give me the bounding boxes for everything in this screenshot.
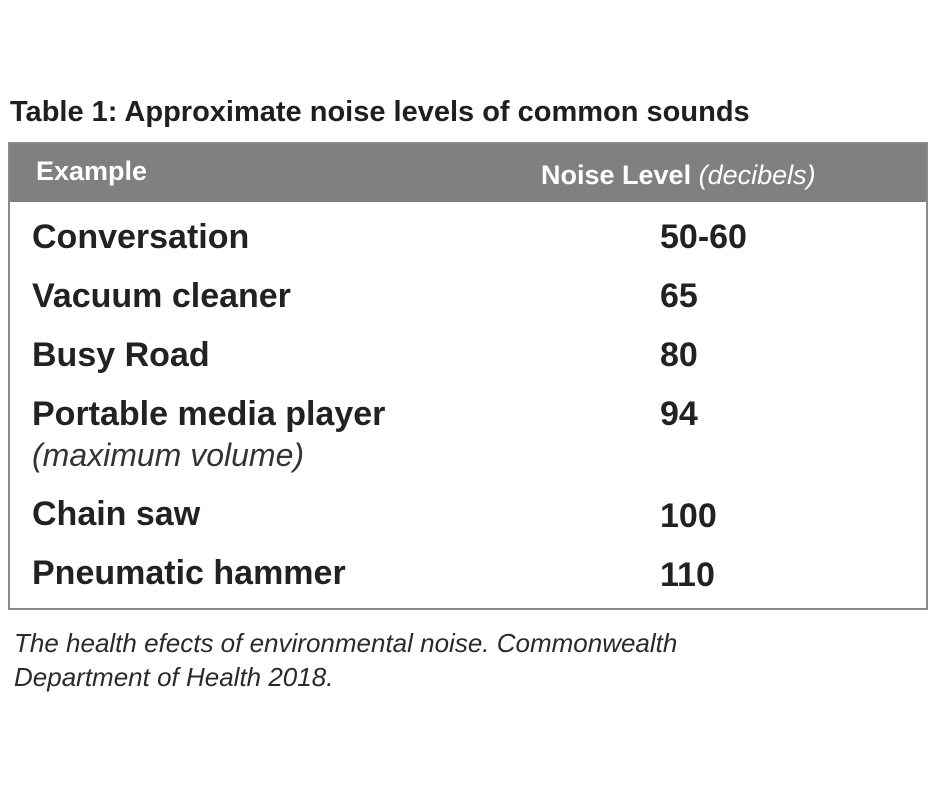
row-label-busy-road: Busy Road (32, 336, 210, 374)
row-value-chain-saw: 100 (660, 497, 717, 535)
row-sublabel-portable-media-player: (maximum volume) (32, 437, 305, 473)
row-label-chain-saw: Chain saw (32, 495, 201, 533)
row-label-portable-media-player: Portable media player (32, 395, 386, 433)
header-noise-level-unit: (decibels) (698, 160, 816, 190)
row-value-conversation: 50-60 (660, 218, 747, 256)
row-value-busy-road: 80 (660, 336, 698, 374)
header-noise-level-label: Noise Level (541, 160, 692, 190)
header-noise-level: Noise Level (decibels) (541, 160, 816, 191)
noise-levels-table: Example Noise Level (decibels) Conversat… (8, 142, 928, 610)
source-line-2: Department of Health 2018. (14, 662, 334, 692)
row-value-portable-media-player: 94 (660, 395, 698, 433)
row-label-vacuum-cleaner: Vacuum cleaner (32, 277, 291, 315)
row-value-pneumatic-hammer: 110 (660, 556, 715, 594)
table-header: Example Noise Level (decibels) (10, 144, 926, 202)
source-line-1: The health efects of environmental noise… (14, 628, 678, 658)
row-value-vacuum-cleaner: 65 (660, 277, 698, 315)
row-label-pneumatic-hammer: Pneumatic hammer (32, 554, 346, 592)
source-citation: The health efects of environmental noise… (14, 626, 677, 694)
row-label-conversation: Conversation (32, 218, 250, 256)
header-example: Example (36, 156, 148, 186)
table-caption: Table 1: Approximate noise levels of com… (10, 96, 750, 128)
